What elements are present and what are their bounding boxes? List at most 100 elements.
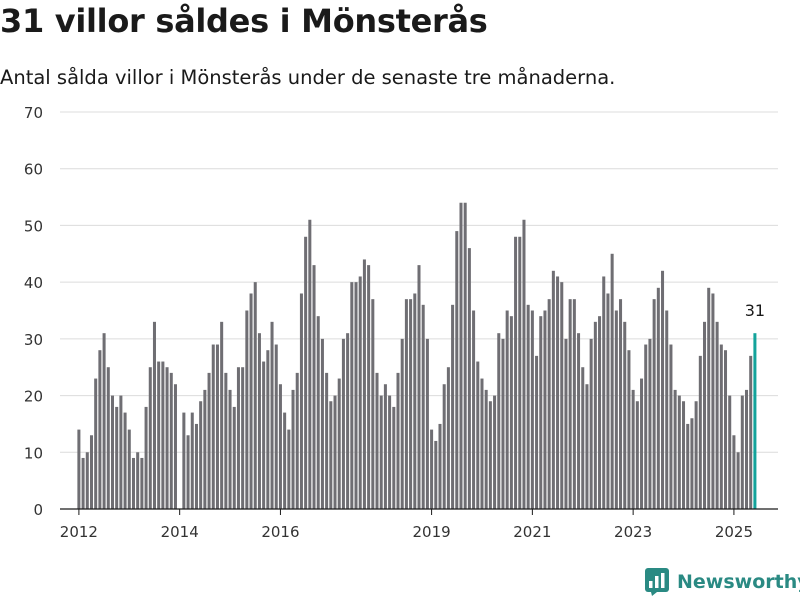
bar <box>640 378 644 509</box>
bar <box>463 202 467 509</box>
bar <box>110 395 114 509</box>
bar <box>459 202 463 509</box>
bar <box>131 457 135 509</box>
chart-title: 31 villor såldes i Mönsterås <box>0 2 488 40</box>
bar <box>522 219 526 509</box>
bar <box>430 429 434 509</box>
bar <box>329 401 333 509</box>
bar <box>724 350 728 509</box>
bar <box>358 276 362 509</box>
bar <box>232 406 236 509</box>
y-tick-label: 30 <box>24 331 43 349</box>
bar <box>623 321 627 509</box>
x-tick-label: 2019 <box>413 523 451 541</box>
bar <box>472 310 476 509</box>
bar <box>362 259 366 509</box>
bar <box>501 338 505 509</box>
y-tick-label: 10 <box>24 444 43 462</box>
bar <box>253 282 257 509</box>
bar <box>677 395 681 509</box>
bar <box>476 361 480 509</box>
bar <box>593 321 597 509</box>
bar <box>119 395 123 509</box>
bar <box>333 395 337 509</box>
bar <box>564 338 568 509</box>
bar <box>115 406 119 509</box>
bar <box>467 248 471 509</box>
bar <box>136 452 140 509</box>
bar <box>308 219 312 509</box>
bar <box>152 321 156 509</box>
bar <box>715 321 719 509</box>
bar <box>140 457 144 509</box>
bar <box>505 310 509 509</box>
bar <box>102 333 106 509</box>
bar <box>77 429 81 509</box>
bar <box>509 316 513 509</box>
bar <box>144 406 148 509</box>
bar <box>539 316 543 509</box>
bar <box>199 401 203 509</box>
y-tick-label: 40 <box>24 274 43 292</box>
bar <box>740 395 744 509</box>
bar <box>652 299 656 509</box>
bar <box>367 265 371 509</box>
bar <box>703 321 707 509</box>
bar <box>732 435 736 509</box>
bar <box>480 378 484 509</box>
bar <box>606 293 610 509</box>
bar <box>262 361 266 509</box>
x-tick-label: 2021 <box>513 523 551 541</box>
bar <box>493 395 497 509</box>
y-tick-label: 70 <box>24 104 43 122</box>
bar <box>635 401 639 509</box>
x-tick-label: 2012 <box>60 523 98 541</box>
bar <box>283 412 287 509</box>
bar <box>526 304 530 509</box>
bar <box>278 384 282 509</box>
bar <box>241 367 245 509</box>
bar <box>266 350 270 509</box>
bar <box>451 304 455 509</box>
bar <box>656 287 660 509</box>
bar <box>341 338 345 509</box>
bar <box>572 299 576 509</box>
bar <box>350 282 354 509</box>
bar <box>644 344 648 509</box>
bar <box>686 423 690 509</box>
brand-logo[interactable]: Newsworthy <box>645 568 800 596</box>
bar <box>169 372 173 509</box>
bar <box>274 344 278 509</box>
bar <box>673 389 677 509</box>
bar <box>551 270 555 509</box>
bar <box>249 293 253 509</box>
bar <box>211 344 215 509</box>
bar <box>220 321 224 509</box>
bar <box>224 372 228 509</box>
bar <box>182 412 186 509</box>
bar <box>371 299 375 509</box>
bar <box>379 395 383 509</box>
bar <box>85 452 89 509</box>
bar <box>161 361 165 509</box>
bar <box>543 310 547 509</box>
bar <box>316 316 320 509</box>
bar <box>446 367 450 509</box>
bar <box>530 310 534 509</box>
bar <box>698 355 702 509</box>
bar-highlight <box>753 333 757 509</box>
chart-subtitle: Antal sålda villor i Mönsterås under de … <box>0 66 616 89</box>
bar <box>707 287 711 509</box>
y-tick-label: 0 <box>33 501 43 519</box>
bar <box>127 429 131 509</box>
bar <box>589 338 593 509</box>
bar <box>190 412 194 509</box>
bar <box>203 389 207 509</box>
bar <box>488 401 492 509</box>
bar <box>728 395 732 509</box>
bar <box>207 372 211 509</box>
bar <box>215 344 219 509</box>
bar <box>123 412 127 509</box>
